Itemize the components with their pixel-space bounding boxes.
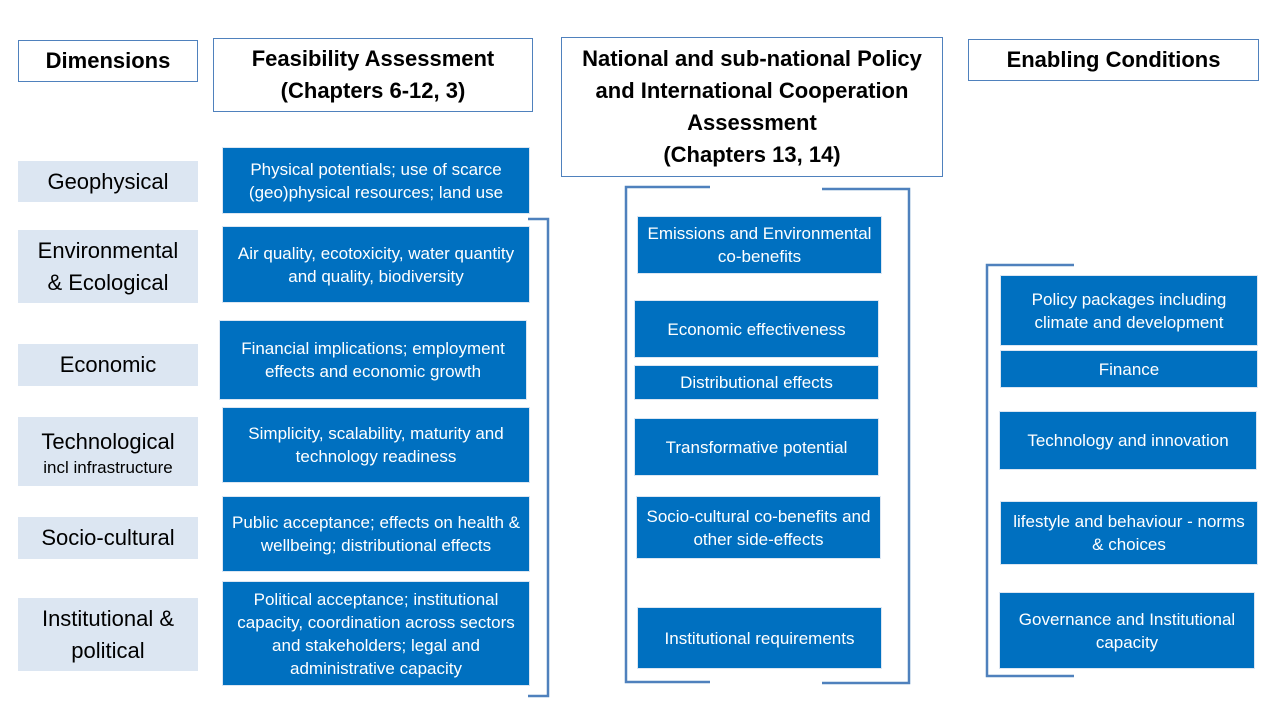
dimension-geophysical: Geophysical (18, 161, 198, 202)
feasibility-box-socio-cultural: Public acceptance; effects on health & w… (222, 496, 530, 572)
feasibility-bracket (528, 217, 550, 698)
header-dimensions: Dimensions (18, 40, 198, 82)
header-policy: National and sub-national Policy and Int… (561, 37, 943, 177)
policy-box-distributional: Distributional effects (634, 365, 879, 400)
dimension-label: Geophysical (47, 168, 169, 194)
policy-box-institutional: Institutional requirements (637, 607, 882, 669)
dimension-sublabel: incl infrastructure (43, 457, 173, 477)
dimension-label: Institutional & political (41, 605, 175, 663)
enabling-box-lifestyle: lifestyle and behaviour - norms & choice… (1000, 501, 1258, 565)
dimension-label: Economic (59, 352, 157, 377)
enabling-box-governance: Governance and Institutional capacity (999, 592, 1255, 669)
policy-bracket-left (624, 185, 710, 684)
header-enabling: Enabling Conditions (968, 39, 1259, 81)
feasibility-box-economic: Financial implications; employment effec… (219, 320, 527, 400)
dimension-economic: Economic (18, 344, 198, 386)
dimension-institutional: Institutional & political (18, 598, 198, 671)
dimension-technological: Technological incl infrastructure (18, 417, 198, 486)
policy-box-socio-cultural: Socio-cultural co-benefits and other sid… (636, 496, 881, 559)
policy-bracket-right (822, 187, 911, 685)
policy-box-emissions: Emissions and Environmental co-benefits (637, 216, 882, 274)
feasibility-box-environmental: Air quality, ecotoxicity, water quantity… (222, 226, 530, 303)
dimension-environmental: Environmental & Ecological (18, 230, 198, 303)
policy-box-transformative: Transformative potential (634, 418, 879, 476)
enabling-box-policy-packages: Policy packages including climate and de… (1000, 275, 1258, 346)
dimension-label: Environmental & Ecological (37, 237, 179, 295)
feasibility-box-geophysical: Physical potentials; use of scarce (geo)… (222, 147, 530, 214)
enabling-bracket (985, 263, 1074, 678)
dimension-label: Socio-cultural (41, 525, 175, 550)
dimension-label: Technological (41, 428, 175, 454)
header-feasibility: Feasibility Assessment (Chapters 6-12, 3… (213, 38, 533, 112)
policy-box-economic-effectiveness: Economic effectiveness (634, 300, 879, 358)
enabling-box-technology: Technology and innovation (999, 411, 1257, 470)
dimension-socio-cultural: Socio-cultural (18, 517, 198, 559)
feasibility-box-technological: Simplicity, scalability, maturity and te… (222, 407, 530, 483)
enabling-box-finance: Finance (1000, 350, 1258, 388)
feasibility-box-institutional: Political acceptance; institutional capa… (222, 581, 530, 686)
